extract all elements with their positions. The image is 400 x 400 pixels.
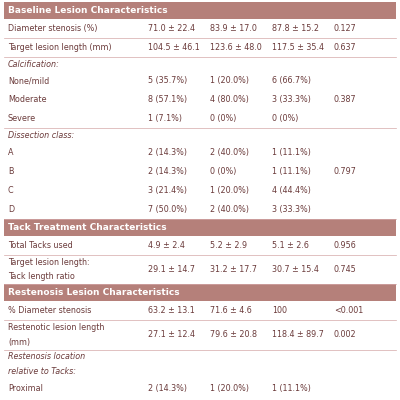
Bar	[4, 38, 396, 57]
Text: Severe: Severe	[8, 114, 36, 124]
Bar	[4, 301, 396, 320]
Text: 4 (80.0%): 4 (80.0%)	[210, 96, 249, 104]
Text: 5.2 ± 2.9: 5.2 ± 2.9	[210, 241, 247, 250]
Text: % Diameter stenosis: % Diameter stenosis	[8, 306, 91, 315]
Text: 0.797: 0.797	[334, 167, 357, 176]
Text: 2 (40.0%): 2 (40.0%)	[210, 205, 249, 214]
Text: None/mild: None/mild	[8, 76, 49, 86]
Text: 1 (7.1%): 1 (7.1%)	[148, 114, 182, 124]
Text: 1 (11.1%): 1 (11.1%)	[272, 384, 311, 393]
Bar	[4, 143, 396, 162]
Text: 29.1 ± 14.7: 29.1 ± 14.7	[148, 265, 195, 274]
Bar	[4, 90, 396, 110]
Bar	[4, 284, 396, 301]
Text: 0.637: 0.637	[334, 43, 357, 52]
Text: Proximal: Proximal	[8, 384, 43, 393]
Text: C: C	[8, 186, 14, 195]
Text: 1 (11.1%): 1 (11.1%)	[272, 148, 311, 157]
Bar	[4, 2, 396, 19]
Bar	[4, 72, 396, 90]
Text: 2 (40.0%): 2 (40.0%)	[210, 148, 249, 157]
Text: 100: 100	[272, 306, 287, 315]
Bar	[4, 236, 396, 255]
Text: Tack length ratio: Tack length ratio	[8, 272, 75, 281]
Text: 4.9 ± 2.4: 4.9 ± 2.4	[148, 241, 185, 250]
Text: Target lesion length (mm): Target lesion length (mm)	[8, 43, 112, 52]
Bar	[4, 379, 396, 398]
Text: 117.5 ± 35.4: 117.5 ± 35.4	[272, 43, 324, 52]
Text: 1 (20.0%): 1 (20.0%)	[210, 76, 249, 86]
Text: Dissection class:: Dissection class:	[8, 131, 74, 140]
Text: 3 (21.4%): 3 (21.4%)	[148, 186, 187, 195]
Text: (mm): (mm)	[8, 338, 30, 347]
Bar	[4, 128, 396, 143]
Text: 3 (33.3%): 3 (33.3%)	[272, 96, 311, 104]
Text: 0.127: 0.127	[334, 24, 357, 33]
Text: 63.2 ± 13.1: 63.2 ± 13.1	[148, 306, 195, 315]
Bar	[4, 110, 396, 128]
Text: Target lesion length:: Target lesion length:	[8, 258, 90, 267]
Text: 123.6 ± 48.0: 123.6 ± 48.0	[210, 43, 262, 52]
Text: 3 (33.3%): 3 (33.3%)	[272, 205, 311, 214]
Text: 0 (0%): 0 (0%)	[210, 167, 236, 176]
Text: A: A	[8, 148, 14, 157]
Text: Restenosis location: Restenosis location	[8, 352, 85, 362]
Bar	[4, 219, 396, 236]
Text: D: D	[8, 205, 14, 214]
Text: 104.5 ± 46.1: 104.5 ± 46.1	[148, 43, 200, 52]
Text: 71.0 ± 22.4: 71.0 ± 22.4	[148, 24, 195, 33]
Text: Diameter stenosis (%): Diameter stenosis (%)	[8, 24, 98, 33]
Text: 2 (14.3%): 2 (14.3%)	[148, 167, 187, 176]
Text: 2 (14.3%): 2 (14.3%)	[148, 384, 187, 393]
Text: 8 (57.1%): 8 (57.1%)	[148, 96, 187, 104]
Bar	[4, 320, 396, 350]
Text: Moderate: Moderate	[8, 96, 46, 104]
Text: 7 (50.0%): 7 (50.0%)	[148, 205, 187, 214]
Text: 31.2 ± 17.7: 31.2 ± 17.7	[210, 265, 257, 274]
Text: 2 (14.3%): 2 (14.3%)	[148, 148, 187, 157]
Text: 87.8 ± 15.2: 87.8 ± 15.2	[272, 24, 319, 33]
Text: 0 (0%): 0 (0%)	[210, 114, 236, 124]
Bar	[4, 350, 396, 379]
Text: 0.956: 0.956	[334, 241, 357, 250]
Text: <0.001: <0.001	[334, 306, 363, 315]
Text: Total Tacks used: Total Tacks used	[8, 241, 73, 250]
Text: 1 (20.0%): 1 (20.0%)	[210, 186, 249, 195]
Text: Restenotic lesion length: Restenotic lesion length	[8, 323, 104, 332]
Text: 0 (0%): 0 (0%)	[272, 114, 298, 124]
Bar	[4, 255, 396, 284]
Bar	[4, 181, 396, 200]
Text: 1 (20.0%): 1 (20.0%)	[210, 384, 249, 393]
Text: relative to Tacks:: relative to Tacks:	[8, 367, 76, 376]
Text: 71.6 ± 4.6: 71.6 ± 4.6	[210, 306, 252, 315]
Text: Restenosis Lesion Characteristics: Restenosis Lesion Characteristics	[8, 288, 180, 297]
Text: 79.6 ± 20.8: 79.6 ± 20.8	[210, 330, 257, 339]
Text: 118.4 ± 89.7: 118.4 ± 89.7	[272, 330, 324, 339]
Text: 5 (35.7%): 5 (35.7%)	[148, 76, 187, 86]
Bar	[4, 19, 396, 38]
Text: 6 (66.7%): 6 (66.7%)	[272, 76, 311, 86]
Bar	[4, 162, 396, 181]
Text: 1 (11.1%): 1 (11.1%)	[272, 167, 311, 176]
Text: 0.387: 0.387	[334, 96, 357, 104]
Text: 0.745: 0.745	[334, 265, 357, 274]
Text: 83.9 ± 17.0: 83.9 ± 17.0	[210, 24, 257, 33]
Text: 27.1 ± 12.4: 27.1 ± 12.4	[148, 330, 195, 339]
Text: 4 (44.4%): 4 (44.4%)	[272, 186, 311, 195]
Text: 5.1 ± 2.6: 5.1 ± 2.6	[272, 241, 309, 250]
Bar	[4, 57, 396, 72]
Text: 0.002: 0.002	[334, 330, 357, 339]
Text: 30.7 ± 15.4: 30.7 ± 15.4	[272, 265, 319, 274]
Bar	[4, 200, 396, 219]
Text: B: B	[8, 167, 14, 176]
Text: Baseline Lesion Characteristics: Baseline Lesion Characteristics	[8, 6, 168, 15]
Text: Tack Treatment Characteristics: Tack Treatment Characteristics	[8, 223, 167, 232]
Text: Calcification:: Calcification:	[8, 60, 60, 69]
